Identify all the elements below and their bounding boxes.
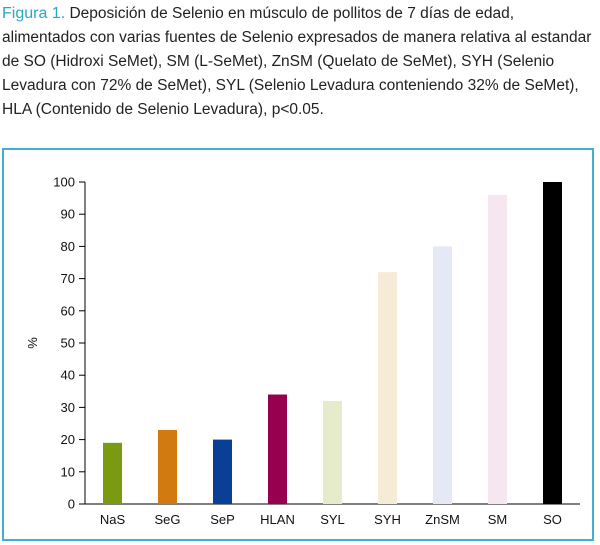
y-tick-label: 30 — [61, 400, 75, 415]
y-tick-label: 0 — [68, 497, 75, 512]
y-tick-label: 70 — [61, 271, 75, 286]
bar-sm — [488, 194, 507, 504]
bar-syh — [378, 272, 397, 504]
x-tick-label: SeP — [210, 512, 235, 527]
y-tick-label: 100 — [53, 175, 75, 190]
bar-so — [543, 182, 562, 504]
y-tick-label: 50 — [61, 336, 75, 351]
figure-label: Figura 1. — [2, 5, 66, 22]
y-tick-label: 90 — [61, 207, 75, 222]
y-tick-label: 40 — [61, 368, 75, 383]
caption-text: Deposición de Selenio en músculo de poll… — [2, 5, 592, 118]
bar-seg — [158, 429, 177, 504]
bar-syl — [323, 400, 342, 504]
x-tick-label: SYH — [374, 512, 401, 527]
y-tick-label: 20 — [61, 432, 75, 447]
y-tick-label: 60 — [61, 303, 75, 318]
x-tick-label: HLAN — [260, 512, 295, 527]
x-tick-label: SO — [543, 512, 562, 527]
x-tick-label: NaS — [100, 512, 126, 527]
bar-znsm — [433, 246, 452, 504]
bar-sep — [213, 439, 232, 504]
x-tick-label: SM — [488, 512, 508, 527]
y-tick-label: 10 — [61, 464, 75, 479]
bar-nas — [103, 442, 122, 504]
x-tick-label: SeG — [154, 512, 180, 527]
bar-hlan — [268, 394, 287, 504]
y-tick-label: 80 — [61, 239, 75, 254]
figure-caption: Figura 1. Deposición de Selenio en múscu… — [2, 2, 594, 122]
x-tick-label: SYL — [320, 512, 345, 527]
y-axis-label: % — [25, 337, 40, 349]
x-tick-label: ZnSM — [425, 512, 460, 527]
